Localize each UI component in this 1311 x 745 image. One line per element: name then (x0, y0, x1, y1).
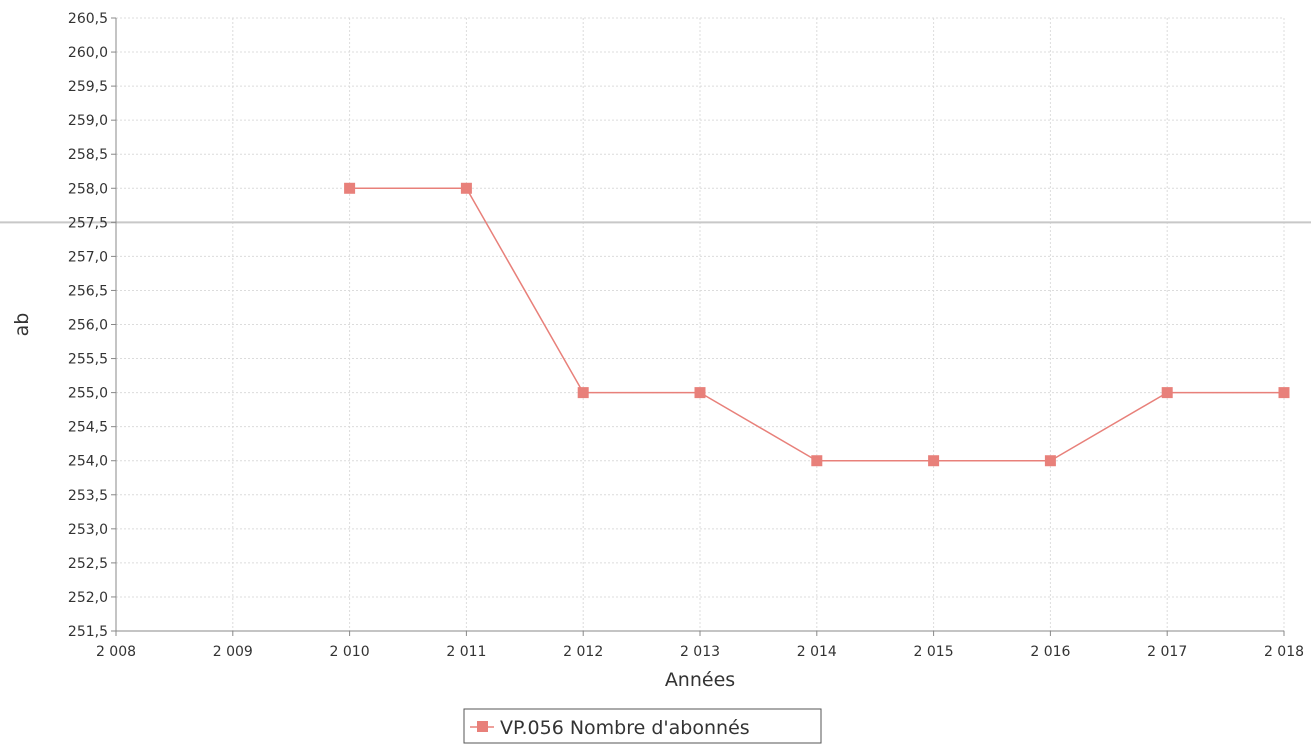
x-tick-label: 2 012 (563, 644, 603, 660)
x-tick-label: 2 008 (96, 644, 136, 660)
data-point-marker (1044, 455, 1056, 467)
y-tick-label: 258,5 (68, 147, 108, 163)
data-point-marker (811, 455, 823, 467)
y-tick-label: 254,0 (68, 454, 108, 470)
y-tick-label: 258,0 (68, 181, 108, 197)
y-tick-label: 255,5 (68, 352, 108, 368)
y-tick-label: 259,0 (68, 113, 108, 129)
grid (115, 17, 1285, 632)
y-axis-ticks: 251,5 252,0 252,5 253,0 253,5 254,0 254,5 255,0… (68, 11, 116, 640)
legend-marker-swatch (477, 721, 488, 732)
y-tick-label: 252,0 (68, 590, 108, 606)
data-point-marker (694, 387, 706, 399)
data-point-marker (577, 387, 589, 399)
y-axis-title: ab (11, 313, 33, 337)
legend-label: VP.056 Nombre d'abonnés (500, 717, 750, 739)
y-tick-label: 256,0 (68, 318, 108, 334)
legend: VP.056 Nombre d'abonnés (463, 708, 822, 744)
y-tick-label: 254,5 (68, 420, 108, 436)
y-tick-label: 255,0 (68, 386, 108, 402)
x-tick-label: 2 009 (213, 644, 253, 660)
x-tick-label: 2 015 (914, 644, 954, 660)
legend-box (463, 708, 822, 744)
x-tick-label: 2 018 (1264, 644, 1304, 660)
y-tick-label: 260,0 (68, 45, 108, 61)
y-tick-label: 257,5 (68, 215, 108, 231)
x-tick-label: 2 017 (1147, 644, 1187, 660)
data-point-marker (344, 182, 356, 194)
data-point-marker (928, 455, 940, 467)
y-tick-label: 260,5 (68, 11, 108, 27)
x-tick-label: 2 014 (797, 644, 837, 660)
x-tick-label: 2 010 (330, 644, 370, 660)
x-tick-label: 2 011 (446, 644, 486, 660)
series-layer (344, 182, 1290, 467)
data-point-marker (460, 182, 472, 194)
y-tick-label: 257,0 (68, 249, 108, 265)
x-tick-label: 2 016 (1030, 644, 1070, 660)
y-tick-label: 253,5 (68, 488, 108, 504)
y-tick-label: 252,5 (68, 556, 108, 572)
data-point-marker (1161, 387, 1173, 399)
x-axis-ticks: 2 008 2 009 2 010 2 011 2 012 2 013 2 014 2 015… (96, 631, 1304, 660)
data-point-marker (1278, 387, 1290, 399)
y-tick-label: 253,0 (68, 522, 108, 538)
x-tick-label: 2 013 (680, 644, 720, 660)
y-tick-label: 256,5 (68, 283, 108, 299)
y-tick-label: 251,5 (68, 624, 108, 640)
y-tick-label: 259,5 (68, 79, 108, 95)
x-axis-title: Années (665, 669, 735, 691)
